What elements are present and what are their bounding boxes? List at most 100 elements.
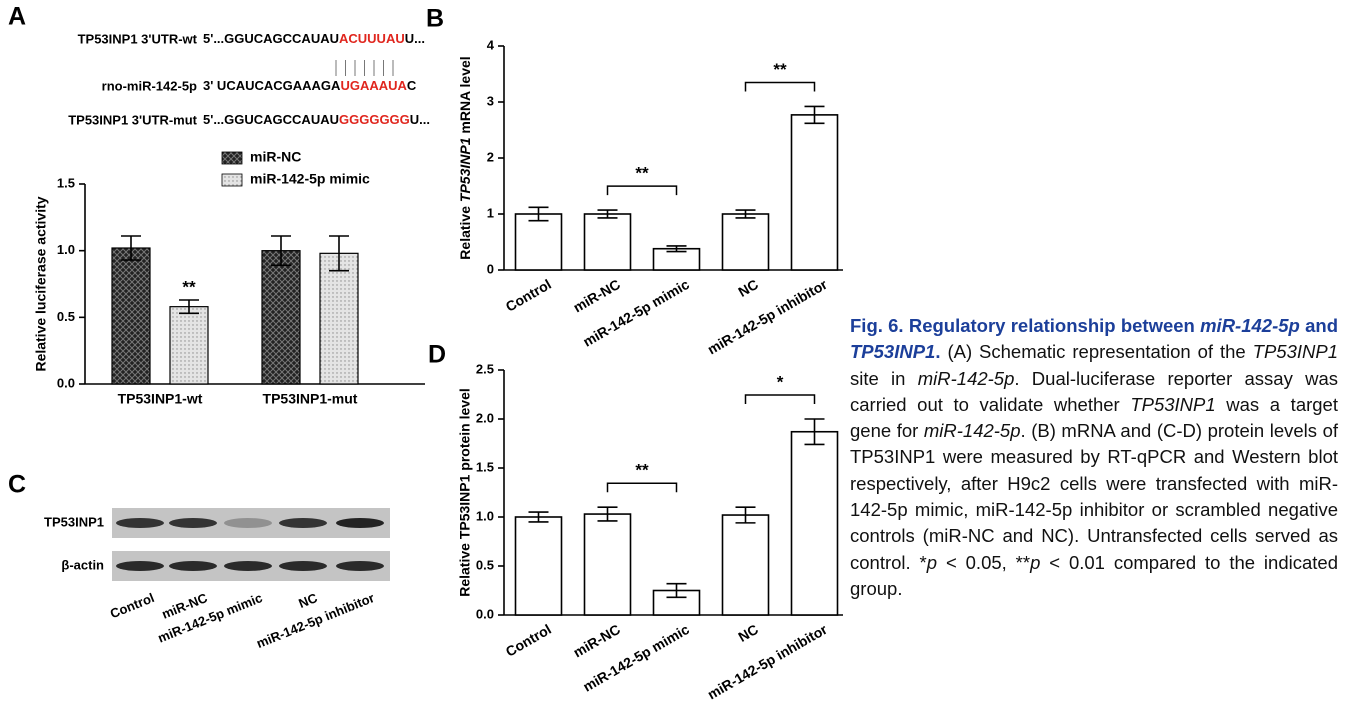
significance-bracket — [744, 81, 816, 92]
caption-text: was a target gene for — [850, 393, 1338, 442]
sequence-part: 5'...GGUCAGCCAUAU — [203, 112, 339, 127]
error-bar — [666, 582, 687, 599]
significance: ** — [773, 60, 787, 79]
error-bar — [597, 506, 618, 522]
y-tick-label: 2.0 — [476, 410, 494, 425]
bar — [514, 213, 563, 271]
significance-bracket — [606, 185, 678, 196]
legend-swatch — [221, 173, 243, 187]
y-tick-label: 2 — [487, 149, 494, 164]
bar — [790, 430, 839, 616]
caption-text: Fig. 6. Regulatory relationship between — [850, 315, 1201, 336]
y-axis-label: Relative luciferase activity — [33, 196, 49, 371]
panel-letter: B — [426, 5, 444, 33]
bar — [169, 306, 209, 385]
x-tick-label: Control — [503, 276, 554, 315]
sequence-label: rno-miR-142-5p — [102, 78, 197, 93]
y-tick-label: 1.5 — [57, 175, 75, 190]
sequence-highlight: GGGGGGG — [339, 112, 410, 127]
blot-row-label: β-actin — [61, 557, 104, 572]
error-bar — [804, 105, 825, 125]
pairing-lines — [335, 60, 394, 76]
panel-letter: A — [8, 3, 26, 31]
sequence-highlight: ACUUUAU — [339, 31, 405, 46]
caption-text: p — [1030, 551, 1041, 573]
sequence: 3' UCAUCACGAAAGAUGAAAUAC — [203, 78, 417, 93]
caption-text: . Dual-luciferase reporter assay was car… — [850, 367, 1338, 415]
caption-text: miR-142-5p — [917, 367, 1015, 389]
legend-label: miR-142-5p mimic — [250, 171, 370, 187]
bar — [583, 213, 632, 271]
sequence: 5'...GGUCAGCCAUAUGGGGGGGU... — [203, 112, 430, 127]
y-tick-label: 0.5 — [476, 557, 494, 572]
error-bar — [528, 206, 549, 222]
caption-text: miR-142-5p — [923, 420, 1021, 442]
x-tick-label: TP53INP1-mut — [263, 391, 358, 407]
y-axis-label-part: TP53INP1 — [457, 137, 473, 202]
sequence: 5'...GGUCAGCCAUAUACUUUAUU... — [203, 31, 425, 46]
panel-letter: C — [8, 471, 26, 499]
x-tick-label: miR-NC — [570, 276, 622, 316]
error-bar — [804, 418, 825, 446]
caption-text: < 0.05, ** — [937, 551, 1031, 573]
blot-row-label: TP53INP1 — [44, 514, 104, 529]
bar — [583, 513, 632, 616]
y-tick-label: 4 — [487, 37, 495, 52]
y-axis-label: Relative TP53INP1 protein level — [457, 388, 473, 597]
y-tick-label: 1.0 — [57, 242, 75, 257]
caption-text: miR-142-5p — [1200, 315, 1300, 336]
caption-text: p — [926, 551, 938, 573]
error-bar — [735, 209, 756, 219]
blot-band — [224, 561, 272, 571]
error-bar — [528, 511, 549, 523]
caption-text: . — [935, 341, 941, 363]
bar — [514, 516, 563, 616]
y-tick-label: 1.5 — [476, 459, 494, 474]
sequence-part: C — [407, 78, 417, 93]
y-tick-label: 1.0 — [476, 508, 494, 523]
significance: ** — [635, 461, 649, 480]
caption-text: < 0.01 compared to the indicated group. — [850, 551, 1338, 599]
y-tick-label: 2.5 — [476, 361, 494, 376]
caption: Fig. 6. Regulatory relationship between … — [850, 313, 1338, 602]
sequence-label: TP53INP1 3'UTR-mut — [68, 112, 197, 127]
sequence-part: U... — [410, 112, 430, 127]
significance: ** — [635, 164, 649, 183]
blot-band — [116, 518, 164, 528]
y-tick-label: 0.0 — [57, 375, 75, 390]
blot-band — [279, 518, 327, 528]
caption-text: TP53INP1 — [850, 341, 936, 363]
panel-letter: D — [428, 341, 446, 369]
blot-band — [224, 518, 272, 528]
blot-band — [169, 518, 217, 528]
caption-text: . (B) mRNA and (C-D) protein levels of T… — [850, 420, 1338, 573]
blot-band — [336, 518, 384, 528]
blot-band — [116, 561, 164, 571]
y-axis-label: Relative TP53INP1 mRNA level — [457, 56, 473, 259]
x-tick-label: miR-142-5p inhibitor — [705, 276, 831, 358]
bar — [261, 250, 301, 385]
sequence-part: U... — [405, 31, 425, 46]
significance: ** — [182, 277, 196, 296]
x-tick-label: Control — [503, 621, 554, 660]
bar — [319, 252, 359, 385]
caption-text: (A) Schematic representation of the — [940, 341, 1253, 363]
significance: * — [777, 372, 784, 391]
blot-band — [169, 561, 217, 571]
caption-text: TP53INP1 — [1130, 393, 1216, 415]
error-bar — [179, 299, 199, 315]
caption-text: site in — [850, 367, 918, 389]
y-tick-label: 0.0 — [476, 606, 494, 621]
y-axis-label-part: mRNA level — [457, 56, 473, 137]
bar — [721, 213, 770, 271]
error-bar — [597, 209, 618, 219]
x-tick-label: NC — [735, 621, 761, 645]
bar — [721, 514, 770, 616]
legend-swatch — [221, 151, 243, 165]
legend-label: miR-NC — [250, 149, 301, 165]
error-bar — [121, 235, 141, 261]
blot-band — [336, 561, 384, 571]
lane-label: Control — [108, 590, 156, 621]
